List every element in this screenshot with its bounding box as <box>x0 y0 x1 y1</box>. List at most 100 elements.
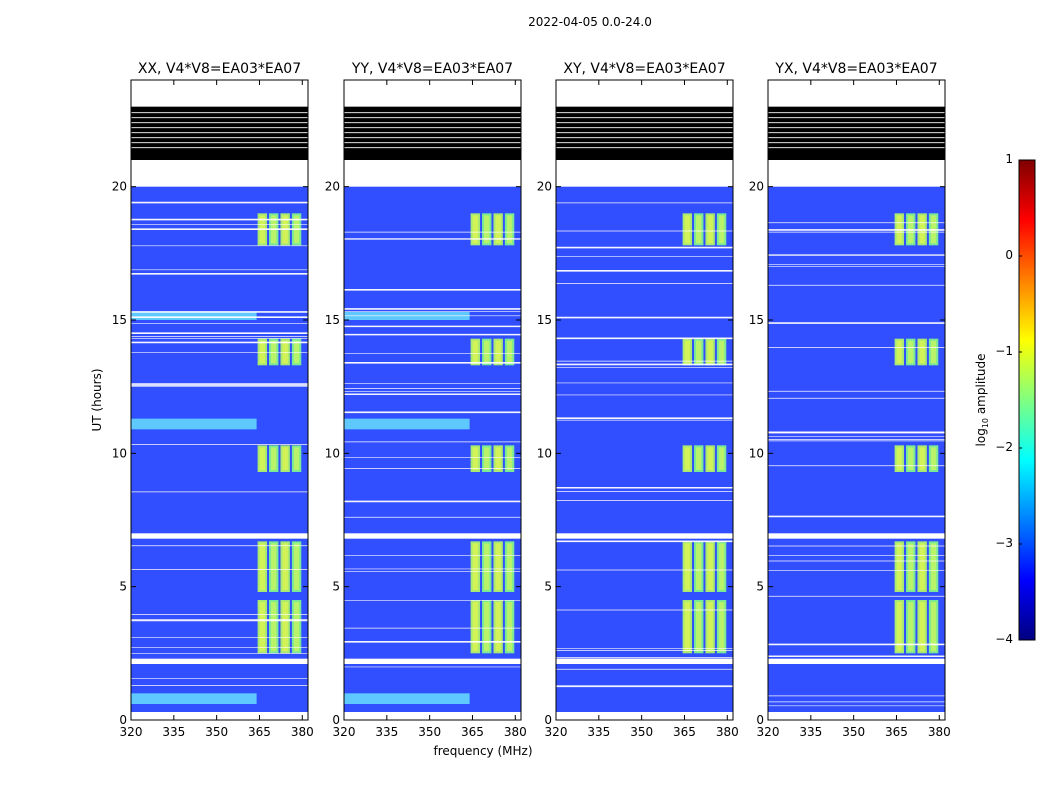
y-tick-label: 5 <box>756 580 764 594</box>
bright-core <box>282 543 288 590</box>
y-tick-label: 0 <box>544 713 552 727</box>
bright-channel-block <box>705 600 715 654</box>
bright-core <box>472 447 479 470</box>
flagged-time-range <box>768 533 945 539</box>
bright-core <box>684 543 691 590</box>
bright-core <box>472 340 479 364</box>
panel-title: XX, V4*V8=EA03*EA07 <box>138 61 301 77</box>
bright-channel-block <box>705 445 715 472</box>
bright-core <box>271 602 277 652</box>
bright-channel-block <box>682 600 693 654</box>
bright-channel-block <box>482 541 492 592</box>
bright-channel-block <box>716 213 727 246</box>
bright-core <box>259 340 266 364</box>
colorbar-tick-label: −4 <box>995 632 1013 646</box>
bright-core <box>718 543 725 590</box>
bright-channel-block <box>716 338 727 366</box>
bright-channel-block <box>504 600 515 654</box>
low-frequency-rfi-band <box>131 693 257 704</box>
bright-channel-block <box>291 445 302 472</box>
x-tick-label: 335 <box>162 725 185 739</box>
flagged-time-range <box>344 658 521 664</box>
flagged-time-range <box>131 658 308 664</box>
flagged-time-range <box>556 712 733 720</box>
bright-core <box>259 543 266 590</box>
noise-background <box>344 186 521 720</box>
colorbar-tick-label: 0 <box>1005 248 1013 262</box>
x-tick-label: 320 <box>757 725 780 739</box>
x-tick-label: 350 <box>630 725 653 739</box>
bright-core <box>707 602 713 652</box>
bright-core <box>919 340 925 364</box>
x-tick-label: 365 <box>673 725 696 739</box>
bright-channel-block <box>470 541 481 592</box>
bright-channel-block <box>504 213 515 246</box>
bright-core <box>707 543 713 590</box>
bright-core <box>259 602 266 652</box>
bright-channel-block <box>682 213 693 246</box>
flagged-time-range <box>131 533 308 539</box>
y-tick-label: 15 <box>537 313 552 327</box>
bright-core <box>495 447 501 470</box>
bright-core <box>896 543 903 590</box>
bright-channel-block <box>917 600 927 654</box>
bright-core <box>259 447 266 470</box>
bright-core <box>282 340 288 364</box>
bright-channel-block <box>705 338 715 366</box>
bright-core <box>472 602 479 652</box>
panel-group: XX, V4*V8=EA03*EA07 320 335 350 365 380 0 5 10 15… <box>90 61 951 758</box>
x-axis-label: frequency (MHz) <box>433 744 532 758</box>
panel-title: YY, V4*V8=EA03*EA07 <box>351 61 513 77</box>
flagged-stripe-block <box>131 106 308 160</box>
bright-channel-block <box>493 338 503 366</box>
bright-core <box>472 215 479 244</box>
x-tick-label: 365 <box>885 725 908 739</box>
bright-channel-block <box>705 541 715 592</box>
bright-channel-block <box>894 541 905 592</box>
bright-channel-block <box>694 445 704 472</box>
x-tick-label: 365 <box>461 725 484 739</box>
bright-core <box>919 602 925 652</box>
bright-core <box>919 543 925 590</box>
bright-channel-block <box>269 541 279 592</box>
bright-core <box>896 602 903 652</box>
bright-core <box>506 602 513 652</box>
y-tick-label: 0 <box>332 713 340 727</box>
bright-core <box>484 215 490 244</box>
bright-core <box>293 602 300 652</box>
bright-core <box>506 215 513 244</box>
bright-channel-block <box>694 600 704 654</box>
bright-core <box>696 340 702 364</box>
bright-channel-block <box>291 338 302 366</box>
x-tick-label: 350 <box>205 725 228 739</box>
bright-core <box>495 543 501 590</box>
bright-channel-block <box>694 338 704 366</box>
bright-core <box>506 340 513 364</box>
bright-core <box>930 447 937 470</box>
flagged-stripe-block <box>768 106 945 160</box>
bright-channel-block <box>257 445 268 472</box>
panel-title: YX, V4*V8=EA03*EA07 <box>774 61 937 77</box>
bright-core <box>930 543 937 590</box>
noise-background <box>768 186 945 720</box>
bright-channel-block <box>257 338 268 366</box>
bright-core <box>707 215 713 244</box>
plot-frame <box>343 79 522 721</box>
bright-channel-block <box>716 600 727 654</box>
bright-channel-block <box>928 338 939 366</box>
bright-core <box>484 602 490 652</box>
flagged-time-range <box>556 658 733 664</box>
bright-channel-block <box>716 541 727 592</box>
y-tick-label: 0 <box>119 713 127 727</box>
bright-channel-block <box>906 600 916 654</box>
bright-channel-block <box>682 445 693 472</box>
bright-core <box>684 340 691 364</box>
bright-core <box>696 447 702 470</box>
bright-core <box>271 543 277 590</box>
bright-core <box>484 543 490 590</box>
bright-core <box>908 543 914 590</box>
bright-core <box>495 602 501 652</box>
y-tick-label: 20 <box>325 180 340 194</box>
x-tick-label: 380 <box>504 725 527 739</box>
